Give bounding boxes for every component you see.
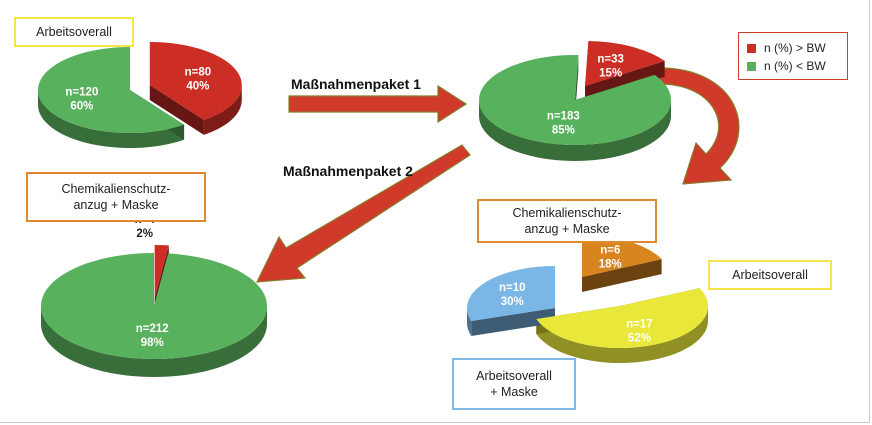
slice-percent-label: 60% [70,100,93,112]
legend-item: n (%) > BW [747,39,839,57]
label-text: Chemikalienschutz- [61,182,171,196]
pie-chart-2: n=33 15% n=183 85% [478,41,671,161]
pie-slice-side [149,85,242,135]
arrows-layer [255,67,740,283]
pie-chart-1: n=80 40% n=120 60% [37,42,242,148]
pie-slice-green [37,47,185,134]
label-text: Arbeitsoverall [732,268,808,282]
slice-percent-label: 52% [628,332,651,344]
pie-slice-orange [582,235,662,277]
pie-slice-side [582,259,662,292]
label-box-chemikalienschutz-left: Chemikalienschutz- anzug + Maske [26,172,206,222]
label-text: Arbeitsoverall [476,369,552,383]
pie-slice-green [478,54,671,145]
arrow-curved [659,67,740,185]
slice-percent-label: 40% [186,81,209,93]
label-text: anzug + Maske [73,198,159,212]
pie-slice-green [40,253,267,360]
pie-slice-side [467,308,555,336]
pie-slice-red [585,41,665,87]
slice-count-label: n=183 [547,111,580,123]
label-box-chemikalienschutz-right: Chemikalienschutz- anzug + Maske [477,199,657,243]
pie-slice-red [149,42,242,120]
slice-percent-label: 2% [136,228,153,240]
slice-count-label: n=80 [185,67,212,79]
pie-slice-blue [467,266,555,321]
step2-label: Maßnahmenpaket 2 [283,163,413,179]
arrow-step2 [255,144,471,283]
legend-item: n (%) < BW [747,57,839,75]
label-box-arbeitsoverall-maske: Arbeitsoverall + Maske [452,358,576,410]
slice-count-label: n=212 [136,323,169,335]
slice-percent-label: 98% [141,337,164,349]
pie-slice-red [154,245,169,299]
slice-count-label: n=120 [65,86,98,98]
slice-percent-label: 85% [552,125,575,137]
label-text: + Maske [490,385,538,399]
legend-label: n (%) < BW [764,59,826,73]
label-text: Chemikalienschutz- [512,206,622,220]
slice-percent-label: 15% [599,67,622,79]
slice-percent-label: 18% [599,259,622,271]
slice-count-label: n=6 [600,245,620,257]
step1-label: Maßnahmenpaket 1 [291,76,421,92]
slice-percent-label: 30% [501,296,524,308]
legend-swatch-red [747,43,756,53]
pie-slice-yellow [536,288,708,349]
label-box-arbeitsoverall-right: Arbeitsoverall [708,260,832,290]
slice-count-label: n=10 [499,282,526,294]
legend-label: n (%) > BW [764,41,826,55]
legend-swatch-green [747,61,756,71]
slice-count-label: n=33 [597,53,624,65]
legend: n (%) > BW n (%) < BW [738,32,848,80]
slice-count-label: n=17 [626,318,653,330]
label-box-arbeitsoverall-top: Arbeitsoverall [14,17,134,47]
arrow-step1 [288,84,468,124]
pie-chart-4: n=6 18% n=17 52% n=10 30% [467,235,708,364]
label-text: anzug + Maske [524,222,610,236]
label-text: Arbeitsoverall [36,25,112,39]
